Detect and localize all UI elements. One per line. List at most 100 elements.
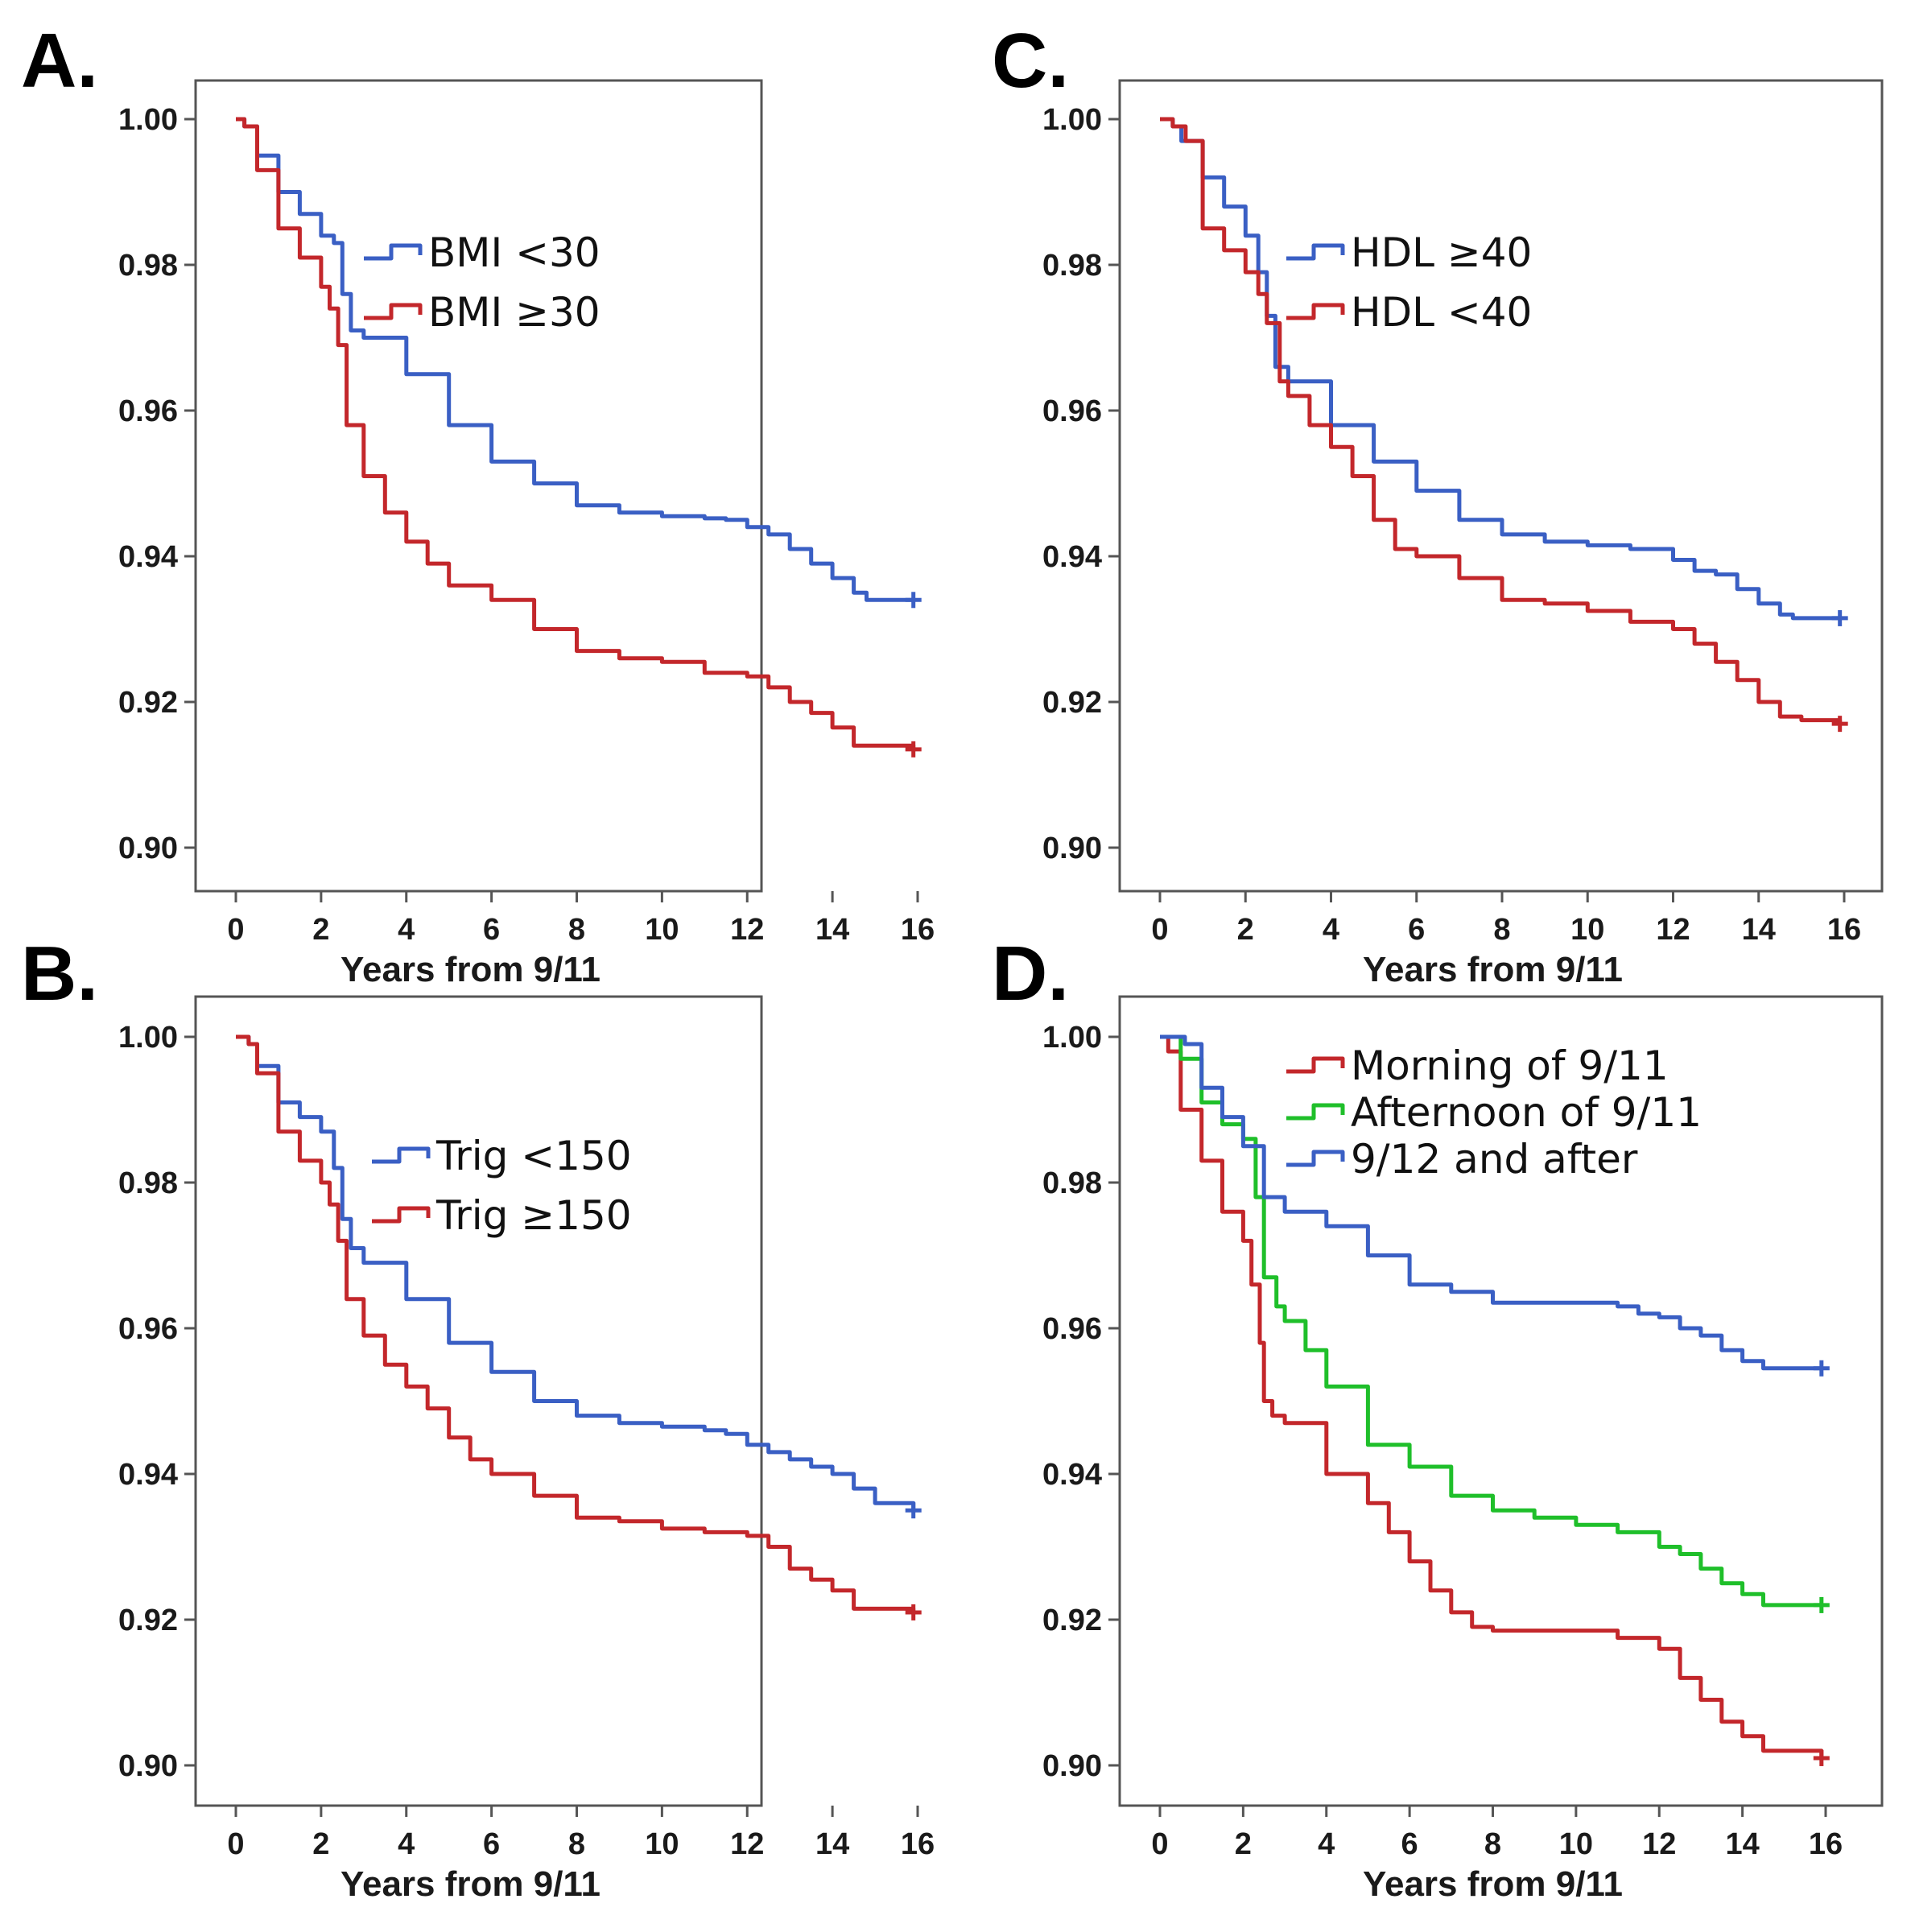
x-tick-label: 6: [1401, 1827, 1418, 1861]
legend-label: BMI ≥30: [428, 289, 601, 336]
y-tick-label: 0.94: [118, 1458, 178, 1492]
x-tick-label: 6: [483, 913, 500, 947]
survival-curve: [1160, 117, 1840, 621]
x-tick-label: 2: [1237, 913, 1254, 947]
y-tick-label: 0.98: [118, 1166, 178, 1200]
x-tick-label: 16: [901, 913, 935, 947]
y-tick-label: 0.98: [118, 249, 178, 283]
y-tick-label: 1.00: [118, 103, 178, 137]
y-tick-label: 0.94: [1042, 1458, 1102, 1492]
legend-symbol: [1286, 1150, 1345, 1167]
x-tick-label: 4: [1323, 913, 1339, 947]
y-tick-label: 0.92: [118, 686, 178, 720]
x-tick-label: 8: [568, 1827, 585, 1861]
y-tick-label: 1.00: [118, 1021, 178, 1055]
legend-symbol: [1286, 1056, 1345, 1074]
survival-curve: [236, 1034, 916, 1612]
y-tick-label: 0.98: [1042, 1166, 1102, 1200]
x-tick-label: 2: [312, 913, 329, 947]
panel-letter-a: A.: [21, 18, 98, 104]
legend-label: HDL ≥40: [1351, 229, 1532, 276]
plot-frame: [1118, 995, 1884, 1807]
x-tick-label: 12: [1642, 1827, 1676, 1861]
legend-label: 9/12 and after: [1351, 1136, 1638, 1183]
panel-c: C. 1.00 0.98 0.96 0.94 0.92 0.90 0 2 4 6 8 10 12 14 16…: [992, 18, 1884, 989]
panel-b: B. 1.00 0.98 0.96 0.94 0.92 0.90 0 2 4 6 8 10 12 14 16…: [21, 931, 935, 1904]
x-tick-label: 10: [645, 1827, 679, 1861]
legend-symbol: [364, 303, 423, 320]
x-tick-label: 14: [815, 913, 849, 947]
legend-label: Trig <150: [435, 1133, 632, 1179]
y-tick-label: 0.96: [118, 1312, 178, 1346]
x-tick-label: 4: [1318, 1827, 1335, 1861]
x-tick-label: 16: [1827, 913, 1861, 947]
x-tick-label: 10: [645, 913, 679, 947]
x-tick-label: 16: [1809, 1827, 1843, 1861]
x-axis-title: Years from 9/11: [1363, 950, 1623, 989]
x-tick-label: 10: [1559, 1827, 1593, 1861]
panel-d: D. 1.00 0.98 0.96 0.94 0.92 0.90 0 2 4 6 8 10 12 14 16…: [992, 931, 1884, 1904]
x-tick-label: 16: [901, 1827, 935, 1861]
panel-letter-b: B.: [21, 931, 98, 1017]
plot-frame: [194, 79, 763, 893]
legend-symbol: [1286, 243, 1345, 261]
x-tick-label: 2: [1235, 1827, 1252, 1861]
x-tick-label: 12: [730, 1827, 764, 1861]
legend-label: Morning of 9/11: [1351, 1042, 1669, 1089]
y-tick-label: 1.00: [1042, 103, 1102, 137]
panel-letter-c: C.: [992, 18, 1069, 104]
survival-curve: [236, 117, 916, 749]
x-tick-label: 10: [1570, 913, 1604, 947]
y-tick-label: 0.90: [118, 1749, 178, 1783]
x-axis-title: Years from 9/11: [1363, 1864, 1623, 1904]
x-tick-label: 14: [1725, 1827, 1759, 1861]
y-tick-label: 0.92: [118, 1604, 178, 1637]
legend-label: BMI <30: [428, 229, 601, 276]
panel-letter-d: D.: [992, 931, 1069, 1017]
x-tick-label: 8: [568, 913, 585, 947]
x-tick-label: 0: [1151, 913, 1168, 947]
y-tick-label: 0.96: [118, 394, 178, 428]
x-tick-label: 12: [1656, 913, 1690, 947]
legend-symbol: [372, 1146, 431, 1164]
x-tick-label: 12: [730, 913, 764, 947]
legend-label: Afternoon of 9/11: [1351, 1089, 1702, 1136]
y-tick-label: 0.90: [1042, 832, 1102, 865]
y-tick-label: 0.98: [1042, 249, 1102, 283]
y-tick-label: 1.00: [1042, 1021, 1102, 1055]
survival-curve: [236, 117, 914, 602]
x-tick-label: 0: [227, 1827, 244, 1861]
x-axis-title: Years from 9/11: [340, 1864, 601, 1904]
y-tick-label: 0.96: [1042, 394, 1102, 428]
y-tick-label: 0.90: [118, 832, 178, 865]
y-tick-label: 0.90: [1042, 1749, 1102, 1783]
legend-label: Trig ≥150: [435, 1192, 632, 1239]
x-tick-label: 2: [312, 1827, 329, 1861]
survival-curve: [236, 1034, 916, 1511]
x-tick-label: 14: [1742, 913, 1776, 947]
survival-curve: [1160, 1034, 1822, 1371]
x-tick-label: 4: [398, 1827, 415, 1861]
legend-symbol: [1286, 303, 1345, 320]
x-axis-title: Years from 9/11: [340, 950, 601, 989]
x-tick-label: 14: [815, 1827, 849, 1861]
plot-frame: [1118, 79, 1884, 893]
legend-symbol: [1286, 1103, 1345, 1121]
x-tick-label: 8: [1484, 1827, 1501, 1861]
x-tick-label: 4: [398, 913, 415, 947]
y-tick-label: 0.94: [1042, 540, 1102, 574]
y-tick-label: 0.92: [1042, 686, 1102, 720]
y-tick-label: 0.94: [118, 540, 178, 574]
legend-label: HDL <40: [1351, 289, 1532, 336]
y-tick-label: 0.92: [1042, 1604, 1102, 1637]
legend-symbol: [364, 243, 423, 261]
legend-symbol: [372, 1206, 431, 1224]
panel-a: A. 1.00 0.98 0.96 0.94 0.92 0.90 0 2 4 6 8 10 12 14 16…: [21, 18, 935, 989]
plot-frame: [194, 995, 763, 1807]
x-tick-label: 6: [1408, 913, 1425, 947]
y-tick-label: 0.96: [1042, 1312, 1102, 1346]
x-tick-label: 6: [483, 1827, 500, 1861]
survival-curve: [1160, 117, 1843, 724]
x-tick-label: 0: [1151, 1827, 1168, 1861]
